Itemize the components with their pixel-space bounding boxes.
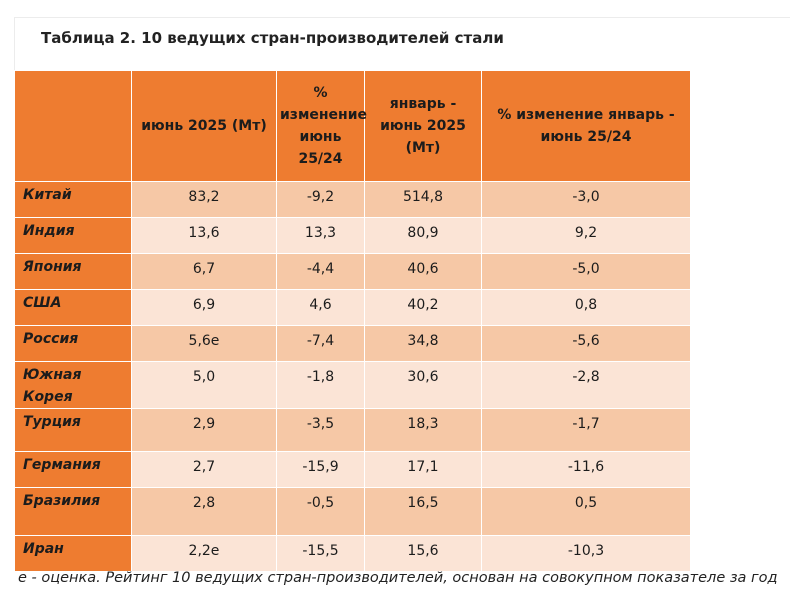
ytd-change-cell: 9,2 bbox=[481, 217, 691, 254]
ytd-cell: 514,8 bbox=[364, 181, 482, 218]
header-june-change: % изменение июнь 25/24 bbox=[276, 70, 367, 182]
june-cell: 6,9 bbox=[131, 289, 277, 326]
table-row: Индия 13,6 13,3 80,9 9,2 bbox=[14, 217, 691, 254]
june-cell: 83,2 bbox=[131, 181, 277, 218]
table-row: Иран 2,2e -15,5 15,6 -10,3 bbox=[14, 535, 691, 572]
june-change-cell: -4,4 bbox=[276, 253, 365, 290]
country-cell: Россия bbox=[14, 325, 132, 362]
country-cell: Турция bbox=[14, 408, 132, 452]
june-cell: 5,6e bbox=[131, 325, 277, 362]
june-change-cell: -15,9 bbox=[276, 451, 365, 488]
ytd-change-cell: -11,6 bbox=[481, 451, 691, 488]
june-change-cell: 13,3 bbox=[276, 217, 365, 254]
june-change-cell: -15,5 bbox=[276, 535, 365, 572]
country-cell: Бразилия bbox=[14, 487, 132, 536]
june-change-cell: -3,5 bbox=[276, 408, 365, 452]
country-cell: Япония bbox=[14, 253, 132, 290]
header-june: июнь 2025 (Мт) bbox=[131, 70, 277, 182]
ytd-cell: 18,3 bbox=[364, 408, 482, 452]
country-cell: Германия bbox=[14, 451, 132, 488]
ytd-cell: 15,6 bbox=[364, 535, 482, 572]
ytd-cell: 40,2 bbox=[364, 289, 482, 326]
ytd-change-cell: 0,8 bbox=[481, 289, 691, 326]
table-row: США 6,9 4,6 40,2 0,8 bbox=[14, 289, 691, 326]
june-change-cell: -0,5 bbox=[276, 487, 365, 536]
country-cell: Южная Корея bbox=[14, 361, 132, 409]
table-row: Япония 6,7 -4,4 40,6 -5,0 bbox=[14, 253, 691, 290]
ytd-change-cell: -10,3 bbox=[481, 535, 691, 572]
table-row: Южная Корея 5,0 -1,8 30,6 -2,8 bbox=[14, 361, 691, 409]
june-cell: 6,7 bbox=[131, 253, 277, 290]
june-cell: 2,2e bbox=[131, 535, 277, 572]
ytd-cell: 34,8 bbox=[364, 325, 482, 362]
table-row: Турция 2,9 -3,5 18,3 -1,7 bbox=[14, 408, 691, 452]
ytd-change-cell: -1,7 bbox=[481, 408, 691, 452]
header-ytd: январь - июнь 2025 (Мт) bbox=[364, 70, 482, 182]
ytd-cell: 17,1 bbox=[364, 451, 482, 488]
table-row: Германия 2,7 -15,9 17,1 -11,6 bbox=[14, 451, 691, 488]
country-cell: США bbox=[14, 289, 132, 326]
june-change-cell: -1,8 bbox=[276, 361, 365, 409]
table-row: Бразилия 2,8 -0,5 16,5 0,5 bbox=[14, 487, 691, 536]
june-change-cell: -7,4 bbox=[276, 325, 365, 362]
ytd-change-cell: -2,8 bbox=[481, 361, 691, 409]
table-row: Россия 5,6e -7,4 34,8 -5,6 bbox=[14, 325, 691, 362]
june-change-cell: -9,2 bbox=[276, 181, 365, 218]
country-cell: Индия bbox=[14, 217, 132, 254]
header-ytd-change: % изменение январь - июнь 25/24 bbox=[481, 70, 691, 182]
table-row: Китай 83,2 -9,2 514,8 -3,0 bbox=[14, 181, 691, 218]
footnote: e - оценка. Рейтинг 10 ведущих стран-про… bbox=[18, 570, 778, 586]
country-cell: Иран bbox=[14, 535, 132, 572]
caption-box: Таблица 2. 10 ведущих стран-производител… bbox=[14, 17, 790, 70]
header-row: июнь 2025 (Мт) % изменение июнь 25/24 ян… bbox=[14, 70, 691, 182]
june-cell: 13,6 bbox=[131, 217, 277, 254]
ytd-change-cell: -5,6 bbox=[481, 325, 691, 362]
ytd-change-cell: 0,5 bbox=[481, 487, 691, 536]
june-cell: 2,8 bbox=[131, 487, 277, 536]
header-country bbox=[14, 70, 132, 182]
june-cell: 2,7 bbox=[131, 451, 277, 488]
ytd-cell: 40,6 bbox=[364, 253, 482, 290]
ytd-cell: 30,6 bbox=[364, 361, 482, 409]
ytd-change-cell: -5,0 bbox=[481, 253, 691, 290]
country-cell: Китай bbox=[14, 181, 132, 218]
ytd-change-cell: -3,0 bbox=[481, 181, 691, 218]
june-change-cell: 4,6 bbox=[276, 289, 365, 326]
table-title: Таблица 2. 10 ведущих стран-производител… bbox=[41, 29, 504, 47]
steel-producers-table: июнь 2025 (Мт) % изменение июнь 25/24 ян… bbox=[14, 70, 691, 572]
ytd-cell: 80,9 bbox=[364, 217, 482, 254]
june-cell: 2,9 bbox=[131, 408, 277, 452]
june-cell: 5,0 bbox=[131, 361, 277, 409]
ytd-cell: 16,5 bbox=[364, 487, 482, 536]
